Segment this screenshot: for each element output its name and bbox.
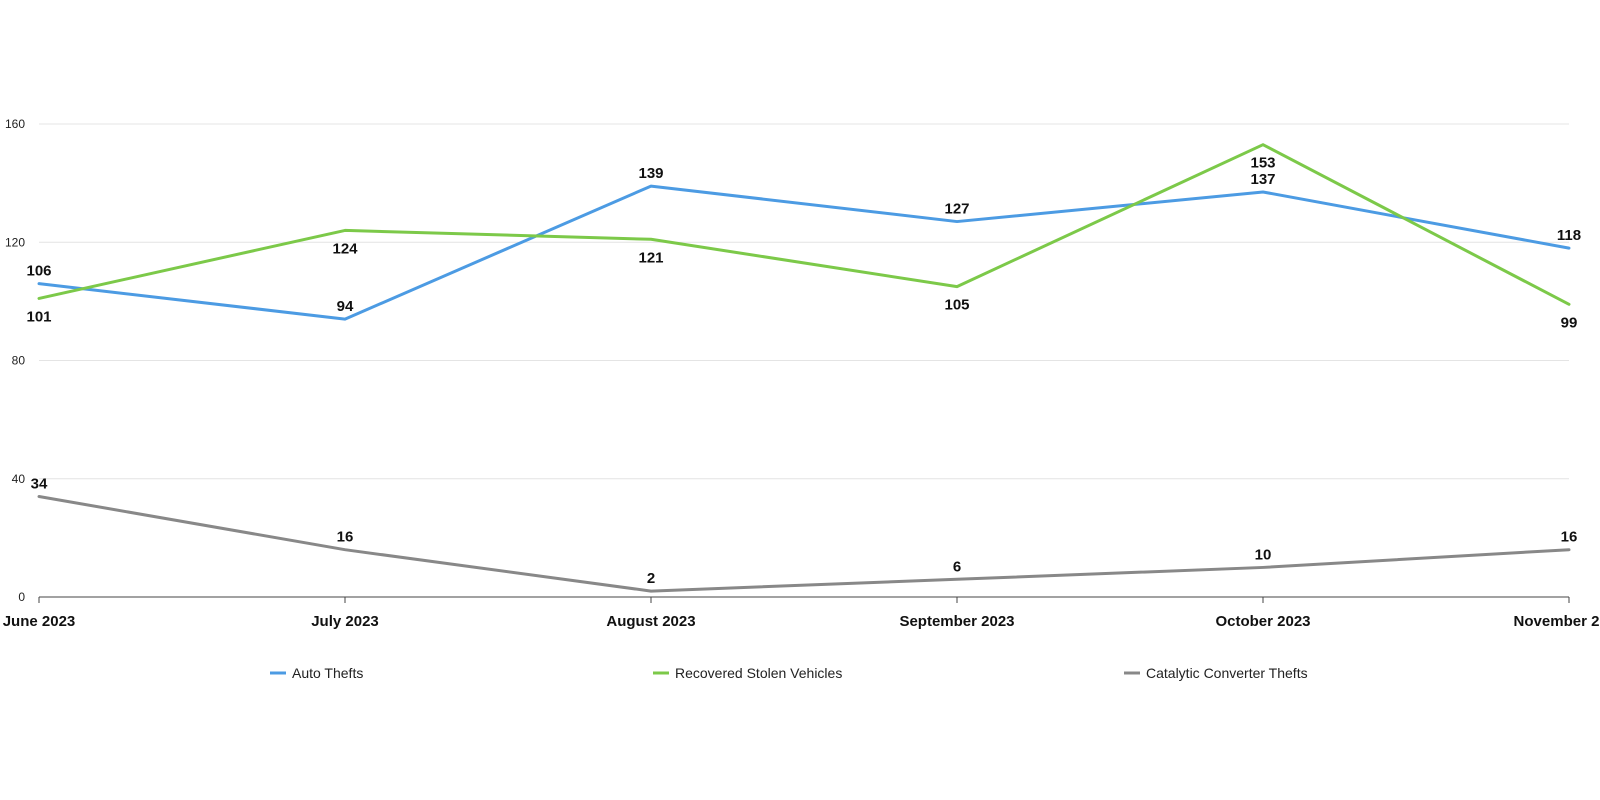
y-tick-label: 120 [5,235,25,249]
data-label: 121 [638,249,663,266]
x-tick-label: June 2023 [3,613,76,630]
data-label: 106 [26,263,51,280]
data-label: 16 [337,529,354,546]
y-tick-label: 80 [12,354,26,368]
gridlines [39,123,1569,480]
y-tick-label: 0 [18,590,25,604]
data-label: 10 [1255,546,1272,563]
series-line [37,184,1571,321]
series-line [37,143,1571,306]
data-label: 124 [332,240,358,257]
data-label: 2 [647,570,655,587]
legend: Auto Thefts Recovered Stolen Vehicles Cata… [270,665,1308,681]
x-tick-label: July 2023 [311,613,379,630]
data-label: 137 [1250,171,1275,188]
legend-label: Recovered Stolen Vehicles [675,665,842,681]
legend-label: Auto Thefts [292,665,363,681]
data-label: 34 [31,475,48,492]
data-label: 16 [1561,529,1578,546]
x-axis-ticks: June 2023 July 2023 August 2023 September 2… [3,597,1600,630]
y-axis-ticks: 0 40 80 120 160 [5,117,25,604]
y-tick-label: 160 [5,117,25,131]
series-line [37,494,1571,593]
x-tick-label: November 2023 [1514,613,1600,630]
y-tick-label: 40 [12,472,26,486]
data-label: 94 [337,298,354,315]
data-label: 118 [1557,227,1581,244]
data-label: 153 [1250,155,1275,172]
data-label: 139 [638,165,663,182]
data-label: 6 [953,558,961,575]
data-label: 127 [944,201,969,218]
series-group [37,143,1571,593]
x-tick-label: August 2023 [606,613,695,630]
data-labels: 106 94 139 127 137 118 101 124 121 105 153 99 34 16 2 6… [26,155,1581,587]
data-label: 105 [944,297,969,314]
x-tick-label: September 2023 [899,613,1014,630]
data-label: 101 [26,308,51,325]
legend-label: Catalytic Converter Thefts [1146,665,1308,681]
x-tick-label: October 2023 [1215,613,1310,630]
data-label: 99 [1561,314,1578,331]
